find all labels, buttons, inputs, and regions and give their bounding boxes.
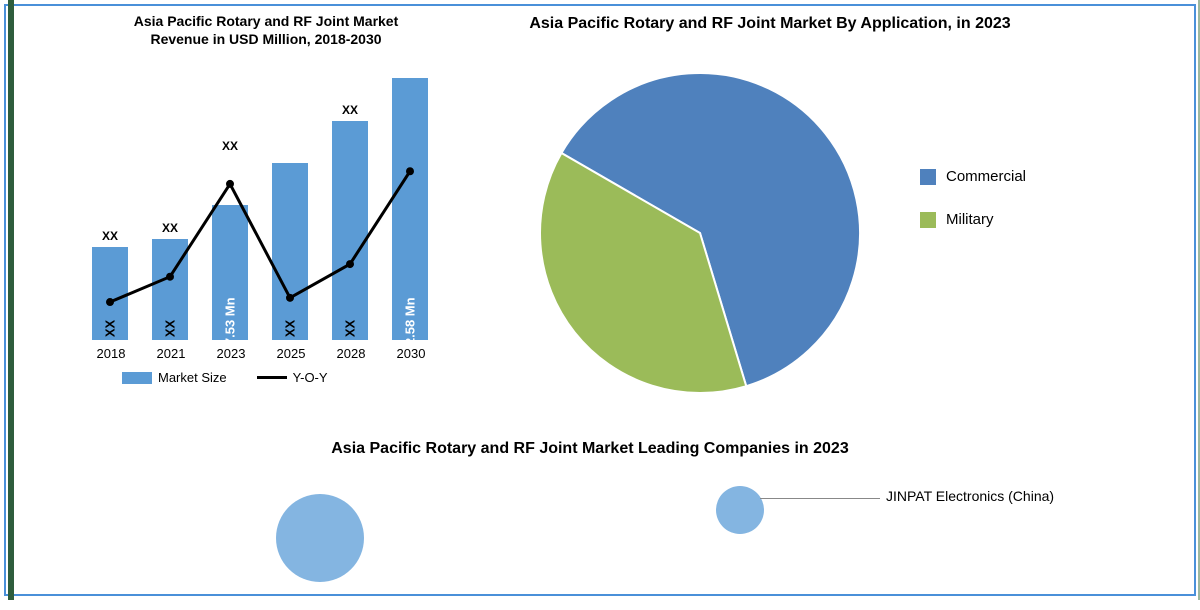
pie-legend-item-commercial: Commercial: [920, 168, 1026, 185]
legend-label: Y-O-Y: [293, 370, 328, 385]
left-stripe: [8, 0, 14, 600]
legend-swatch-bar: [122, 372, 152, 384]
pie-legend-item-military: Military: [920, 211, 1026, 228]
x-axis-tick: 2021: [150, 346, 192, 361]
leader-line: [760, 498, 880, 499]
bar-label-above: XX: [162, 221, 178, 235]
bar-value-label: XX: [163, 320, 178, 337]
bar: XXXX: [92, 247, 128, 340]
company-bubble: [716, 486, 764, 534]
bar: XX: [272, 163, 308, 340]
pie-svg: [520, 68, 880, 398]
bars-container: XXXXXXXX237.53 MnXXXXXXXX312.58 Mn: [82, 70, 452, 340]
legend-item-yoy: Y-O-Y: [257, 370, 328, 385]
bar-value-label: XX: [283, 320, 298, 337]
bar-value-label: XX: [103, 320, 118, 337]
bar: 237.53 MnXX: [212, 205, 248, 340]
bar: XXXX: [152, 239, 188, 340]
pie-chart: Commercial Military: [520, 68, 1170, 398]
legend-swatch-line: [257, 376, 287, 379]
pie-legend-label: Military: [946, 211, 994, 228]
companies-title: Asia Pacific Rotary and RF Joint Market …: [280, 440, 900, 458]
pie-legend: Commercial Military: [920, 168, 1026, 254]
x-axis-tick: 2018: [90, 346, 132, 361]
bar-label-above: XX: [342, 103, 358, 117]
x-axis-tick: 2023: [210, 346, 252, 361]
pie-legend-swatch: [920, 212, 936, 228]
x-axis-tick: 2030: [390, 346, 432, 361]
pie-chart-title: Asia Pacific Rotary and RF Joint Market …: [510, 14, 1030, 35]
bar-label-above: XX: [102, 229, 118, 243]
main-container: Asia Pacific Rotary and RF Joint Market …: [20, 10, 1190, 590]
pie-legend-label: Commercial: [946, 168, 1026, 185]
bar-chart: XXXXXXXX237.53 MnXXXXXXXX312.58 Mn 20182…: [82, 70, 452, 390]
bubble-chart: JINPAT Electronics (China): [40, 470, 1200, 610]
bar-value-label: XX: [343, 320, 358, 337]
company-label: JINPAT Electronics (China): [886, 488, 1054, 504]
x-axis-tick: 2025: [270, 346, 312, 361]
bar-chart-legend: Market Size Y-O-Y: [122, 370, 328, 385]
x-axis-tick: 2028: [330, 346, 372, 361]
company-bubble: [276, 494, 364, 582]
bar: XXXX: [332, 121, 368, 340]
bar-chart-title: Asia Pacific Rotary and RF Joint Market …: [116, 12, 416, 48]
pie-legend-swatch: [920, 169, 936, 185]
bar: 312.58 Mn: [392, 78, 428, 340]
legend-label: Market Size: [158, 370, 227, 385]
legend-item-market-size: Market Size: [122, 370, 227, 385]
bar-label-above: XX: [222, 139, 238, 153]
